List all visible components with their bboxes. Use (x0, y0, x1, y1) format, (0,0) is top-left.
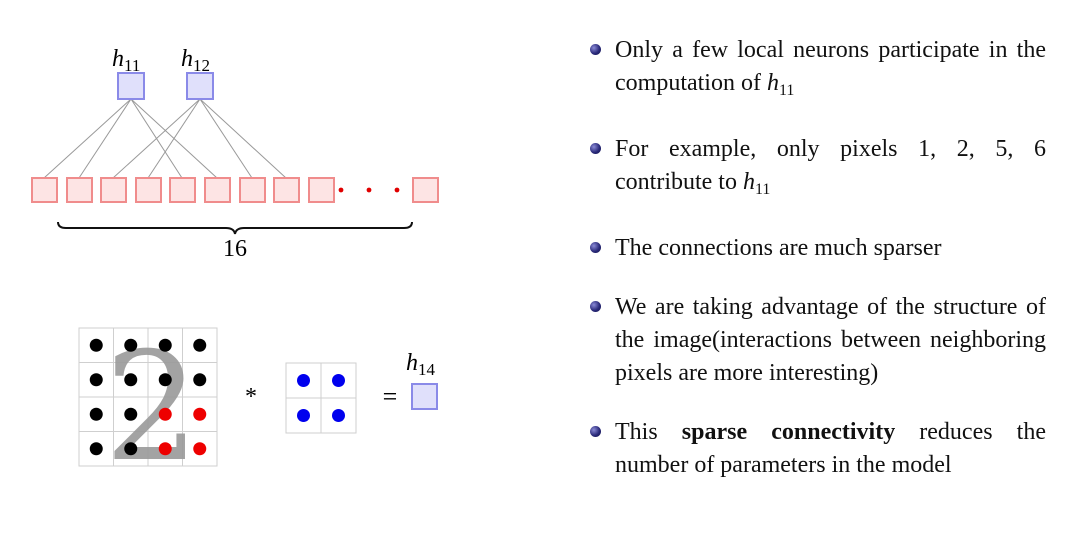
label-h14: h14 (406, 350, 436, 379)
highlighted-pixel-dot (158, 407, 172, 421)
pixel-dot (89, 442, 103, 456)
bullet-text: reduces the number of parameters in the … (615, 419, 1046, 478)
highlighted-pixel-dot (193, 442, 207, 456)
math-symbol: h11 (766, 70, 795, 99)
pixel-dot (158, 373, 172, 387)
connection-line (78, 98, 132, 179)
input-row (31, 177, 439, 203)
kernel-grid (285, 362, 357, 434)
bullet-item: This sparse connectivity reduces the num… (590, 416, 1046, 482)
pixel-dot (193, 338, 207, 352)
bullet-text: This (615, 419, 682, 445)
kernel-cell (320, 397, 357, 434)
bullet-icon (590, 242, 601, 253)
bullet-list: Only a few local neurons participate in … (590, 34, 1046, 508)
pixel-dot (124, 373, 138, 387)
input-unit (169, 177, 196, 203)
input-unit (100, 177, 127, 203)
input-unit (135, 177, 162, 203)
math-symbol: h11 (742, 169, 771, 198)
input-unit (66, 177, 93, 203)
bullet-icon (590, 44, 601, 55)
connection-line (199, 98, 287, 179)
ellipsis-dots (338, 187, 400, 193)
pixel-dot (193, 373, 207, 387)
input-unit (204, 177, 231, 203)
equals-operator: = (383, 382, 398, 411)
bullet-item: We are taking advantage of the structure… (590, 291, 1046, 390)
bullet-text: We are taking advantage of the structure… (615, 294, 1046, 386)
connection-lines (43, 98, 287, 179)
highlighted-pixel-dot (158, 442, 172, 456)
image-cell (182, 431, 218, 467)
label-h11: h11 (112, 46, 140, 75)
pixel-dot (158, 338, 172, 352)
hidden-unit-h12 (186, 72, 214, 100)
digit-watermark: 2 (104, 321, 199, 495)
kernel-dot (297, 409, 310, 422)
brace (57, 221, 413, 235)
sparse-connectivity-diagram: h11 h12 16 2 * = h14 (31, 46, 439, 495)
bullet-icon (590, 301, 601, 312)
pixel-dot (124, 407, 138, 421)
kernel-dot (297, 374, 310, 387)
conv-operator: * (245, 384, 257, 410)
bullet-item: Only a few local neurons participate in … (590, 34, 1046, 107)
kernel-dot (332, 374, 345, 387)
pixel-dot (124, 338, 138, 352)
connection-line (43, 98, 132, 179)
hidden-unit-h11 (117, 72, 145, 100)
bullet-text: The connections are much sparser (615, 235, 942, 261)
pixel-dot (124, 442, 138, 456)
bullet-icon (590, 143, 601, 154)
input-unit (239, 177, 266, 203)
pixel-dot (89, 407, 103, 421)
bullet-item: The connections are much sparser (590, 232, 1046, 265)
pixel-dot (89, 373, 103, 387)
bullet-item: For example, only pixels 1, 2, 5, 6 cont… (590, 133, 1046, 206)
pixel-dot (89, 338, 103, 352)
image-dots (89, 338, 207, 456)
input-unit (308, 177, 335, 203)
image-grid (78, 327, 218, 467)
bullet-text: For example, only pixels 1, 2, 5, 6 cont… (615, 136, 1046, 195)
output-unit-h14 (411, 383, 438, 410)
connection-line (147, 98, 201, 179)
kernel-dot (332, 409, 345, 422)
brace-label: 16 (223, 236, 247, 262)
input-unit (31, 177, 58, 203)
highlighted-pixel-dot (193, 407, 207, 421)
bullet-icon (590, 426, 601, 437)
bullet-bold-text: sparse connectivity (681, 419, 896, 445)
connection-line (199, 98, 253, 179)
connection-line (112, 98, 201, 179)
label-h12: h12 (181, 46, 210, 75)
bullet-text: Only a few local neurons participate in … (615, 37, 1046, 96)
input-unit (273, 177, 300, 203)
input-unit (412, 177, 439, 203)
